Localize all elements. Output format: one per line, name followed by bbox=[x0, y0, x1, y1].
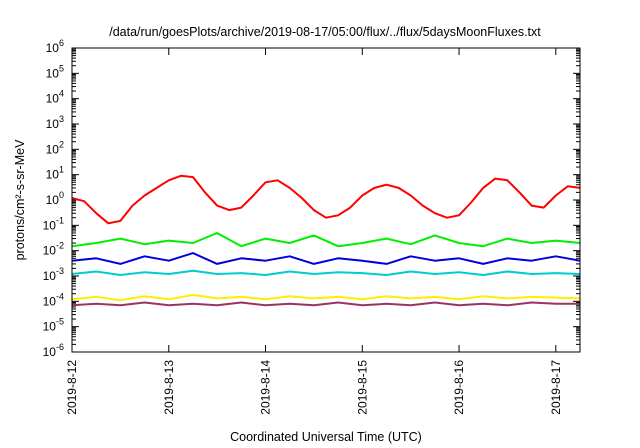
series-line-1 bbox=[71, 174, 581, 225]
y-tick-label: 10-2 bbox=[43, 241, 64, 258]
y-tick-label: 104 bbox=[46, 89, 64, 106]
x-tick-label: 2019-8-16 bbox=[452, 360, 466, 415]
series-line-2 bbox=[71, 232, 581, 248]
y-tick-label: 106 bbox=[46, 38, 64, 55]
x-axis-label: Coordinated Universal Time (UTC) bbox=[230, 430, 422, 444]
y-tick-label: 10-3 bbox=[43, 266, 64, 283]
y-tick-label: 100 bbox=[46, 190, 64, 207]
series-line-4 bbox=[71, 269, 581, 276]
series-line-5 bbox=[71, 293, 581, 302]
x-tick-label: 2019-8-12 bbox=[65, 360, 79, 415]
y-tick-label: 105 bbox=[46, 63, 64, 80]
y-tick-label: 103 bbox=[46, 114, 64, 131]
y-tick-label: 10-4 bbox=[43, 291, 64, 308]
x-tick-label: 2019-8-13 bbox=[162, 360, 176, 415]
y-tick-label: 10-6 bbox=[43, 342, 64, 359]
y-tick-label: 102 bbox=[46, 139, 64, 156]
chart-title: /data/run/goesPlots/archive/2019-08-17/0… bbox=[109, 25, 541, 39]
series-line-3 bbox=[71, 252, 581, 265]
x-tick-label: 2019-8-15 bbox=[355, 360, 369, 415]
series-layer bbox=[71, 174, 581, 307]
y-tick-label: 101 bbox=[46, 165, 64, 182]
x-axis-ticks: 2019-8-12 2019-8-13 2019-8-14 2019-8-15 2019… bbox=[65, 48, 563, 415]
plot-frame bbox=[71, 47, 581, 353]
x-tick-label: 2019-8-17 bbox=[549, 360, 563, 415]
y-axis-ticks: 10-6 10-5 10-4 10-3 10-2 10-1 100 101 102 103 104 1… bbox=[43, 38, 580, 359]
series-line-6 bbox=[71, 301, 580, 307]
x-tick-label: 2019-8-14 bbox=[259, 360, 273, 415]
y-tick-label: 10-1 bbox=[43, 215, 64, 232]
y-tick-label: 10-5 bbox=[43, 317, 64, 334]
y-axis-label: protons/cm²-s-sr-MeV bbox=[13, 139, 27, 261]
